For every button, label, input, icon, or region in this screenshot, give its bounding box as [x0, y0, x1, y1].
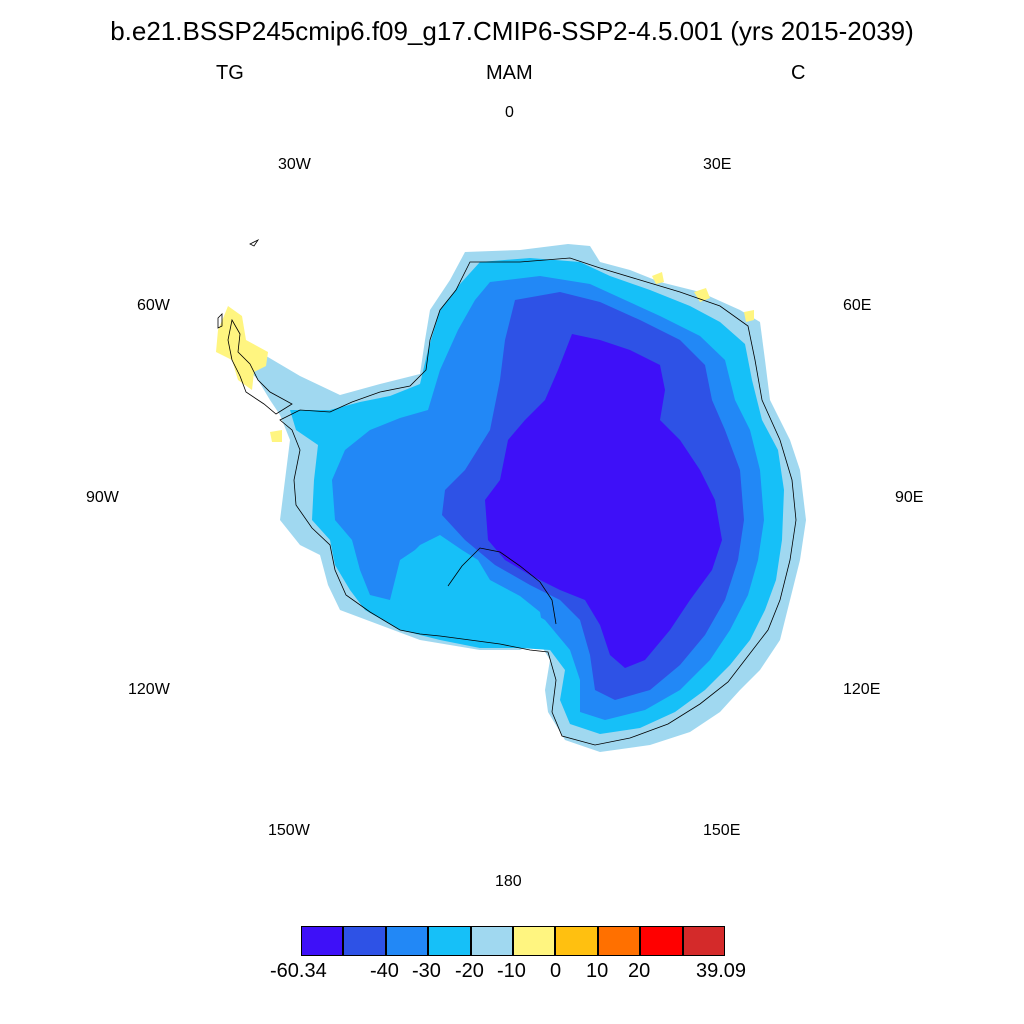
peninsula-islet-outline: [217, 313, 223, 329]
lon-label-0: 0: [505, 104, 514, 121]
region-very-cold: [485, 334, 722, 668]
lon-label-30w: 30W: [278, 156, 311, 173]
lon-label-60w: 60W: [137, 297, 170, 314]
colorbar-box-7: [555, 926, 598, 956]
colorbar-box-10: [682, 926, 725, 956]
colorbar-label-neg30: -30: [412, 960, 441, 982]
region-warm-coast-1: [652, 272, 664, 284]
colorbar-box-6: [513, 926, 556, 956]
small-island-outline: [249, 238, 260, 247]
colorbar-box-5: [470, 926, 513, 956]
colorbar-label-20: 20: [628, 960, 651, 982]
season-label: MAM: [486, 62, 533, 84]
colorbar-label-neg10: -10: [497, 960, 526, 982]
colorbar-box-2: [343, 926, 386, 956]
region-warm-coast-3: [744, 310, 754, 322]
peninsula-coastline: [227, 318, 293, 415]
colorbar-label-0: 0: [550, 960, 562, 982]
colorbar-box-8: [597, 926, 641, 956]
lon-label-30e: 30E: [703, 156, 732, 173]
colorbar-box-9: [640, 926, 683, 956]
lon-label-150e: 150E: [703, 822, 741, 839]
colorbar-label-neg20: -20: [455, 960, 484, 982]
colorbar-label-neg40: -40: [370, 960, 399, 982]
lon-label-150w: 150W: [268, 822, 310, 839]
plot-title: b.e21.BSSP245cmip6.f09_g17.CMIP6-SSP2-4.…: [110, 16, 914, 46]
lon-label-90e: 90E: [895, 489, 924, 506]
coastline: [279, 257, 797, 746]
lon-label-120e: 120E: [843, 681, 881, 698]
colorbar-box-4: [428, 926, 471, 956]
colorbar-label-min: -60.34: [270, 960, 327, 982]
lon-label-60e: 60E: [843, 297, 872, 314]
lon-label-180: 180: [495, 873, 522, 890]
region-warm-coast-4: [270, 430, 282, 442]
ross-ice-shelf-line: [447, 547, 557, 625]
units-label: C: [791, 62, 806, 84]
region-warm-peninsula: [216, 306, 268, 390]
region-mild-ross: [398, 535, 545, 644]
lon-label-90w: 90W: [86, 489, 119, 506]
colorbar-label-max: 39.09: [696, 960, 747, 982]
lon-label-120w: 120W: [128, 681, 170, 698]
variable-label: TG: [216, 62, 244, 84]
colorbar-box-1: [301, 926, 344, 956]
colorbar-box-3: [385, 926, 429, 956]
colorbar-label-10: 10: [586, 960, 609, 982]
